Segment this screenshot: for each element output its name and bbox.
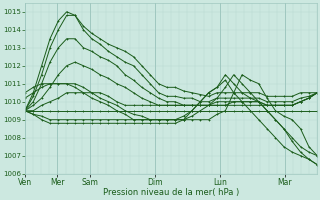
- X-axis label: Pression niveau de la mer( hPa ): Pression niveau de la mer( hPa ): [103, 188, 239, 197]
